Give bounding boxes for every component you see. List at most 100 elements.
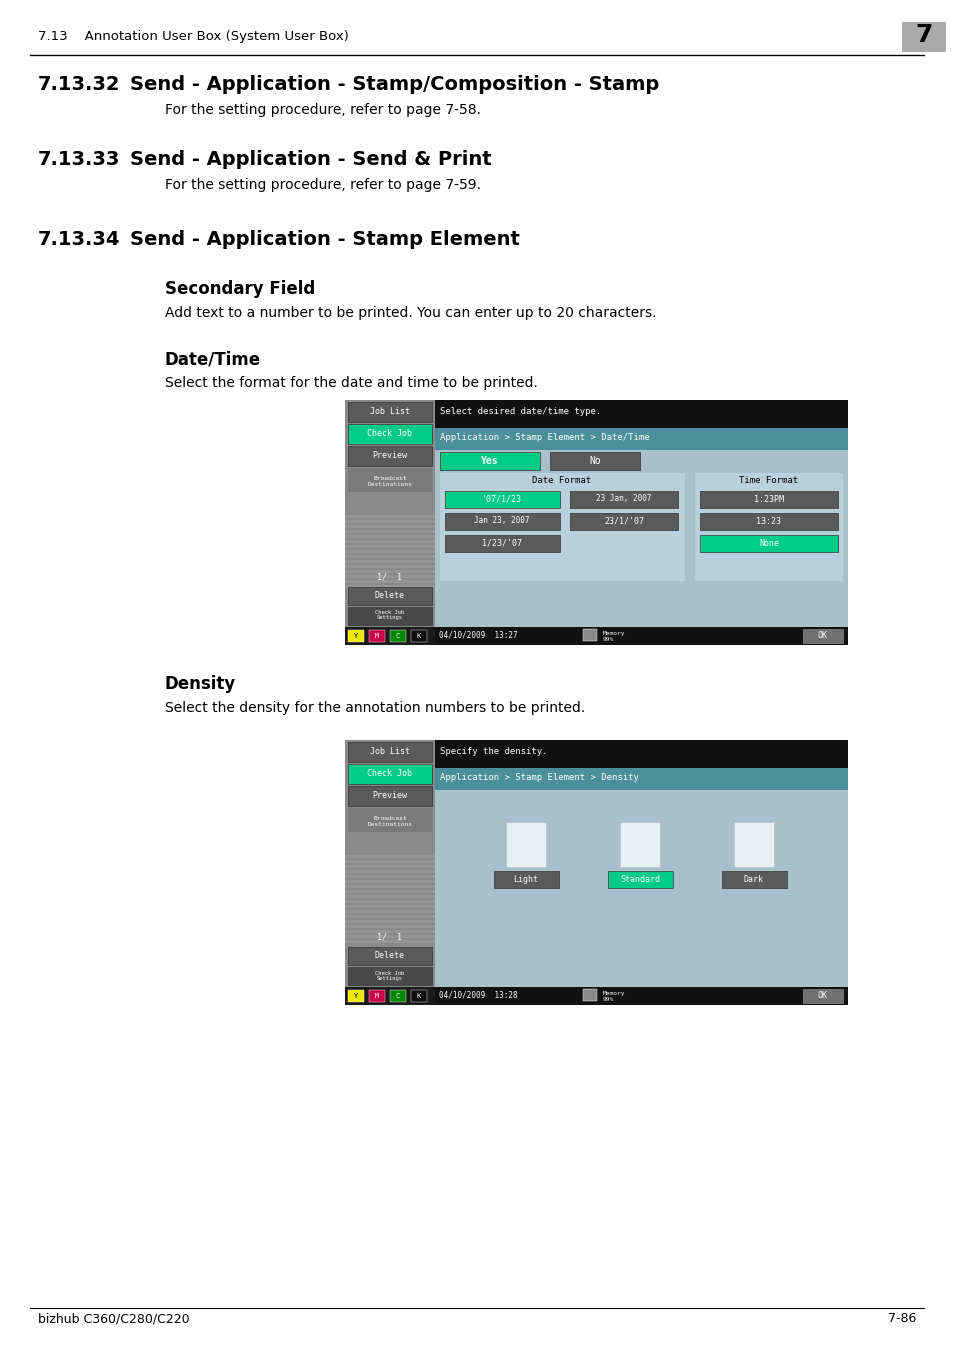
Bar [345,886,435,888]
Bar [345,400,847,645]
Bar [721,871,786,888]
Bar [435,400,847,428]
Text: Jan 23, 2007: Jan 23, 2007 [474,517,529,525]
Bar [411,630,427,643]
Text: Delete: Delete [375,591,405,601]
Text: 1/  1: 1/ 1 [377,572,402,582]
Text: Yes: Yes [480,456,498,466]
Bar [345,895,435,898]
Bar [550,452,639,470]
Text: 04/10/2009  13:27: 04/10/2009 13:27 [438,630,517,640]
Text: Select the density for the annotation numbers to be printed.: Select the density for the annotation nu… [165,701,584,716]
Bar [369,990,385,1002]
Text: K: K [416,633,420,639]
Bar [733,822,773,867]
Text: M: M [375,633,378,639]
Text: Send - Application - Send & Print: Send - Application - Send & Print [130,150,491,169]
Text: Memory
99%: Memory 99% [602,630,625,641]
Bar [345,930,435,933]
Bar [345,740,435,1004]
Text: C: C [395,994,399,999]
Bar [435,428,847,450]
Bar [345,575,435,578]
Text: M: M [375,994,378,999]
Bar [695,472,842,580]
Bar [345,525,435,528]
Text: OK: OK [817,632,827,640]
Text: Delete: Delete [375,952,405,960]
Bar [345,531,435,533]
Bar [345,910,435,913]
Text: K: K [416,994,420,999]
Text: 23 Jan, 2007: 23 Jan, 2007 [596,494,651,504]
Text: C: C [395,633,399,639]
Bar [348,946,432,965]
Text: Time Format: Time Format [739,477,798,485]
Text: For the setting procedure, refer to page 7-58.: For the setting procedure, refer to page… [165,103,480,117]
Text: Check Job
Settings: Check Job Settings [375,971,404,981]
Bar [435,768,847,790]
Text: Preview: Preview [372,791,407,801]
Bar [345,549,435,553]
Text: Application > Stamp Element > Date/Time: Application > Stamp Element > Date/Time [439,433,649,441]
Bar [439,452,539,470]
Bar [345,545,435,548]
Bar [345,626,435,645]
Bar [607,871,672,888]
Text: Preview: Preview [372,451,407,460]
Bar [390,990,406,1002]
Text: Y: Y [354,994,357,999]
Bar [345,855,435,859]
Bar [348,468,432,491]
Text: Specify the density.: Specify the density. [439,747,547,756]
Bar [345,860,435,863]
Bar [345,585,435,589]
Text: Broadcast
Destinations: Broadcast Destinations [367,815,412,826]
Text: Check Job: Check Job [367,429,412,439]
Bar [435,626,847,645]
Text: No: No [589,456,600,466]
Bar [345,936,435,938]
Text: '07/1/23: '07/1/23 [481,494,521,504]
Text: 23/1/'07: 23/1/'07 [603,517,643,525]
Bar [435,428,847,626]
Text: Job List: Job List [370,408,410,417]
Bar [345,535,435,539]
Text: Y: Y [354,633,357,639]
Text: Standard: Standard [619,875,659,883]
Bar [582,629,597,641]
Text: Select the format for the date and time to be printed.: Select the format for the date and time … [165,377,537,390]
Bar [369,630,385,643]
Text: 7-86: 7-86 [886,1312,915,1324]
Bar [345,570,435,572]
Bar [348,424,432,444]
Bar [345,880,435,883]
Text: Add text to a number to be printed. You can enter up to 20 characters.: Add text to a number to be printed. You … [165,306,656,320]
Bar [411,990,427,1002]
Text: OK: OK [817,991,827,1000]
Bar [345,514,435,518]
Text: Job List: Job List [370,748,410,756]
Bar [348,402,432,423]
Text: Date Format: Date Format [532,477,591,485]
Text: Memory
99%: Memory 99% [602,991,625,1002]
Text: Date/Time: Date/Time [165,350,261,369]
Text: Light: Light [513,875,537,883]
Bar [802,990,842,1003]
Bar [345,890,435,892]
Bar [345,940,435,944]
Bar [348,764,432,784]
Text: 7.13.34: 7.13.34 [38,230,120,248]
Bar [345,580,435,583]
Bar [345,869,435,873]
Text: For the setting procedure, refer to page 7-59.: For the setting procedure, refer to page… [165,178,480,192]
Bar [700,491,837,508]
Bar [345,904,435,909]
Bar [348,967,432,985]
Bar [345,875,435,878]
Bar [700,535,837,552]
Bar [582,990,597,1000]
Bar [345,560,435,563]
Bar [345,900,435,903]
Text: 1/  1: 1/ 1 [377,933,402,942]
